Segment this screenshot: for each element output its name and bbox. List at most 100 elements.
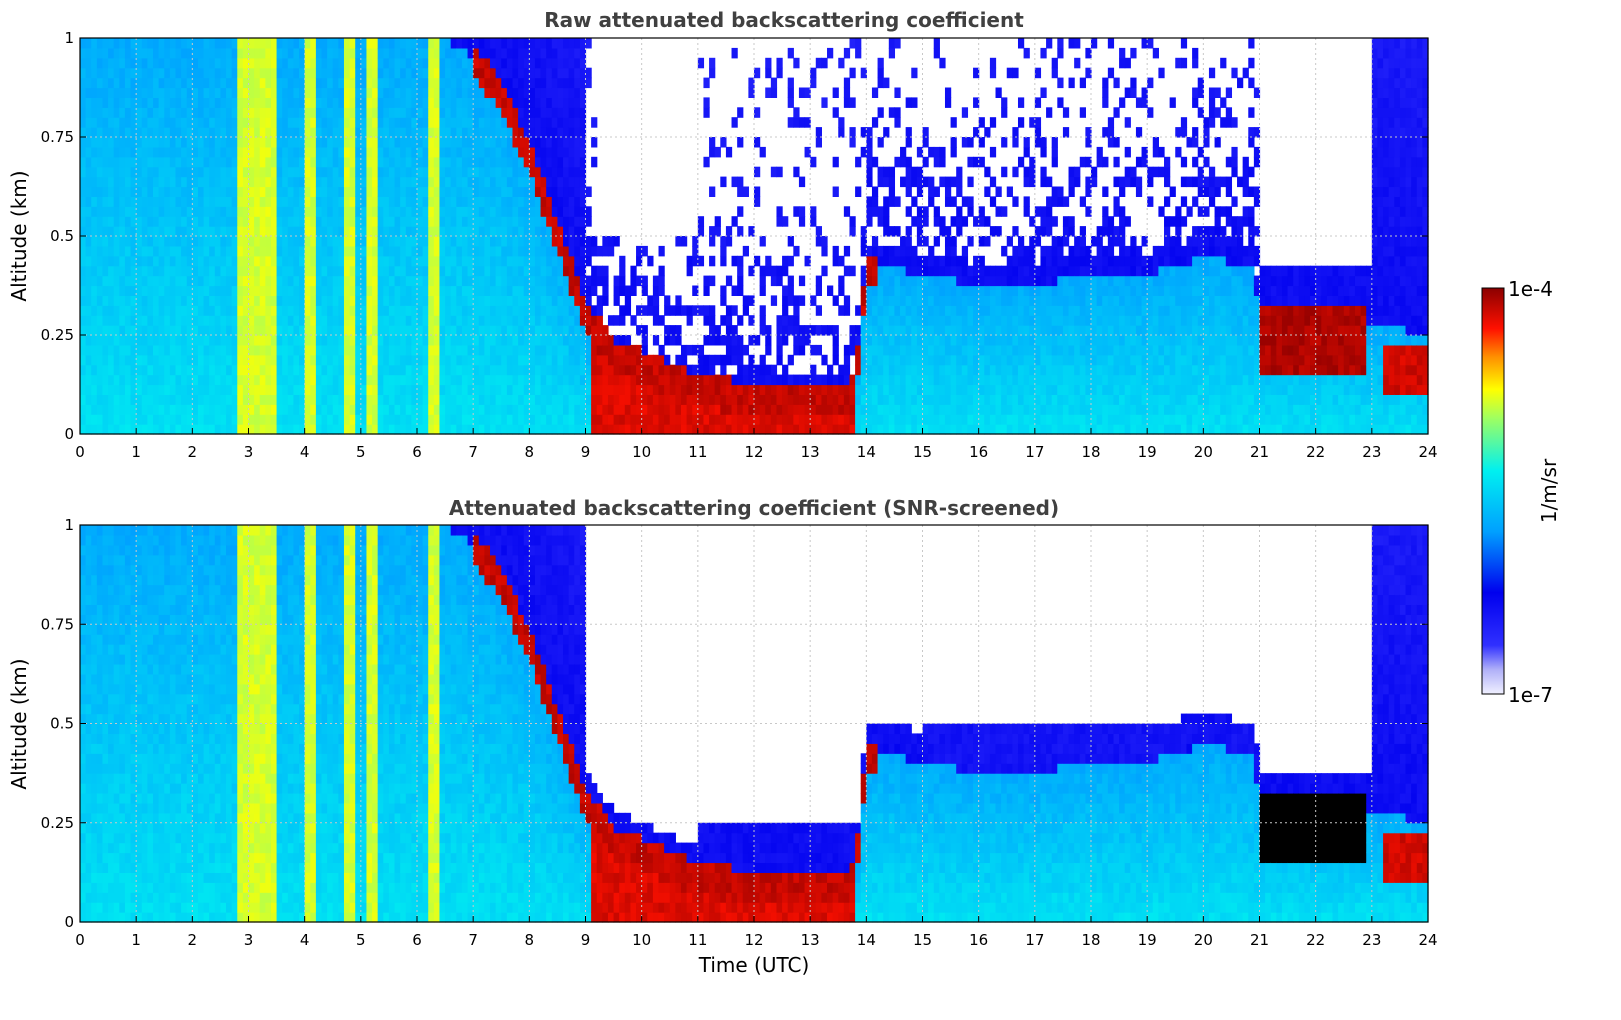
heatmap-cell [709, 305, 716, 316]
heatmap-cell [961, 315, 969, 326]
heatmap-cell [922, 315, 929, 326]
heatmap-cell [495, 137, 502, 148]
heatmap-cell [933, 295, 940, 306]
heatmap-cell [956, 344, 963, 356]
heatmap-cell [96, 364, 104, 376]
heatmap-cell [950, 344, 957, 356]
heatmap-cell [574, 57, 581, 69]
heatmap-cell [439, 344, 446, 356]
heatmap-cell [433, 47, 441, 59]
heatmap-cell [484, 404, 491, 415]
heatmap-cell [147, 335, 154, 346]
heatmap-cell [242, 87, 250, 98]
heatmap-cell [557, 236, 564, 247]
heatmap-cell [478, 394, 485, 405]
heatmap-cell [147, 364, 154, 376]
heatmap-cell [518, 245, 525, 257]
heatmap-cell [759, 394, 766, 405]
heatmap-cell [287, 186, 295, 197]
heatmap-cell [883, 354, 890, 366]
heatmap-cell [439, 117, 446, 128]
heatmap-cell [265, 186, 272, 197]
heatmap-cell [939, 374, 946, 386]
heatmap-cell [501, 146, 508, 158]
heatmap-cell [579, 77, 587, 89]
heatmap-cell [849, 38, 856, 49]
heatmap-cell [490, 255, 497, 267]
heatmap-cell [169, 146, 177, 158]
heatmap-cell [287, 206, 295, 217]
heatmap-cell [911, 97, 918, 108]
heatmap-cell [405, 236, 412, 247]
heatmap-cell [91, 216, 98, 227]
heatmap-cell [119, 325, 126, 336]
heatmap-cell [461, 364, 469, 376]
heatmap-cell [428, 196, 435, 207]
heatmap-cell [332, 344, 339, 356]
heatmap-cell [574, 265, 581, 277]
heatmap-cell [315, 196, 323, 207]
heatmap-cell [181, 424, 188, 435]
heatmap-cell [349, 364, 356, 376]
heatmap-cell [349, 186, 356, 197]
heatmap-cell [383, 216, 390, 227]
heatmap-cell [506, 57, 514, 69]
heatmap-cell [315, 87, 323, 98]
heatmap-cell [888, 354, 896, 366]
heatmap-cell [299, 364, 306, 376]
heatmap-cell [411, 245, 418, 257]
heatmap-cell [703, 384, 710, 395]
heatmap-cell [428, 146, 435, 158]
heatmap-cell [220, 236, 227, 247]
heatmap-cell [776, 166, 783, 178]
heatmap-cell [231, 344, 238, 356]
heatmap-cell [518, 384, 525, 395]
heatmap-cell [832, 255, 839, 267]
heatmap-cell [186, 394, 193, 405]
heatmap-cell [85, 47, 92, 59]
heatmap-cell [231, 226, 238, 237]
heatmap-cell [197, 226, 205, 237]
heatmap-cell [534, 196, 542, 207]
heatmap-cell [467, 117, 474, 128]
heatmap-cell [394, 295, 401, 306]
heatmap-cell [428, 97, 435, 108]
heatmap-cell [759, 384, 766, 395]
heatmap-cell [203, 374, 210, 386]
heatmap-cell [793, 374, 800, 386]
heatmap-cell [793, 335, 800, 346]
heatmap-cell [944, 354, 952, 366]
heatmap-cell [484, 47, 491, 59]
heatmap-cell [731, 255, 738, 267]
heatmap-cell [80, 137, 87, 148]
heatmap-cell [478, 275, 485, 287]
heatmap-cell [787, 404, 794, 415]
heatmap-cell [709, 146, 716, 158]
heatmap-cell [102, 127, 109, 138]
heatmap-cell [332, 216, 339, 227]
heatmap-cell [360, 47, 368, 59]
heatmap-cell [169, 127, 177, 138]
heatmap-cell [400, 285, 407, 296]
heatmap-cell [153, 364, 160, 376]
heatmap-cell [877, 245, 884, 257]
heatmap-cell [96, 77, 104, 89]
heatmap-cell [287, 384, 295, 395]
heatmap-cell [456, 117, 463, 128]
heatmap-cell [192, 344, 199, 356]
heatmap-cell [237, 325, 244, 336]
heatmap-cell [748, 414, 755, 425]
heatmap-cell [113, 176, 120, 188]
heatmap-cell [506, 325, 514, 336]
heatmap-cell [563, 97, 570, 108]
heatmap-cell [686, 424, 693, 435]
heatmap-cell [478, 364, 485, 376]
heatmap-cell [866, 364, 873, 376]
heatmap-cell [506, 87, 514, 98]
heatmap-cell [568, 255, 575, 267]
heatmap-cell [759, 236, 766, 247]
heatmap-cell [557, 216, 564, 227]
heatmap-cell [164, 97, 171, 108]
heatmap-cell [377, 176, 384, 188]
heatmap-cell [181, 394, 188, 405]
